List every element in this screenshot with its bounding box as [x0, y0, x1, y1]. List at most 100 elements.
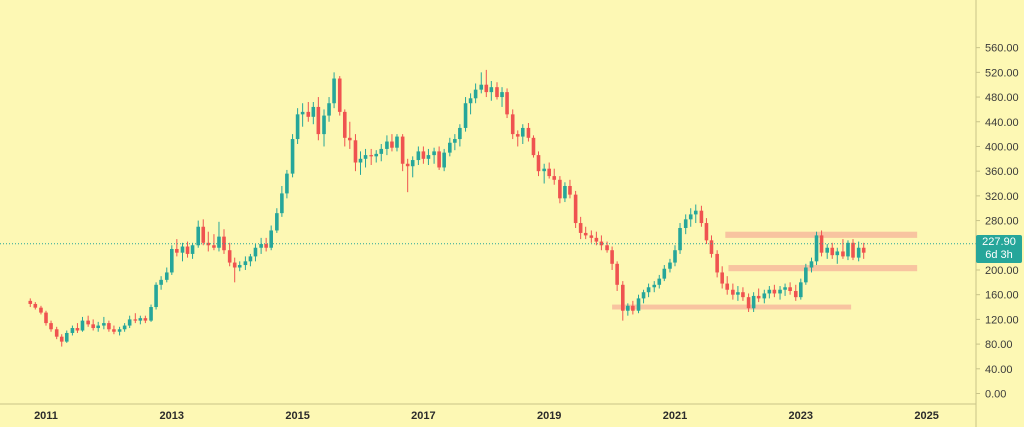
candle-body	[102, 323, 106, 326]
y-tick-label: 40.00	[985, 364, 1013, 376]
candle	[741, 287, 745, 301]
candle-body	[353, 140, 358, 163]
candle-body	[542, 168, 546, 172]
candle-body	[531, 137, 536, 156]
candle-body	[280, 193, 284, 214]
candle-body	[583, 232, 588, 236]
candle-body	[563, 185, 567, 199]
candle-body	[337, 78, 342, 112]
candle	[201, 219, 206, 246]
candle-body	[86, 320, 90, 325]
candle	[102, 316, 106, 330]
candle	[547, 162, 551, 179]
candle	[133, 313, 138, 324]
candle	[542, 163, 546, 184]
candle	[505, 88, 509, 119]
candle	[830, 242, 835, 259]
candle	[353, 134, 358, 172]
candle	[295, 108, 300, 144]
candle-body	[170, 248, 174, 273]
candle-body	[164, 272, 169, 280]
candle-body	[154, 284, 158, 308]
candle	[693, 204, 698, 224]
candle	[75, 323, 80, 333]
candle-body	[143, 318, 148, 321]
candle	[306, 101, 311, 122]
candle-body	[175, 248, 179, 253]
candle-body	[117, 329, 122, 332]
candle	[70, 325, 75, 336]
candle-body	[107, 323, 111, 330]
candle-body	[484, 84, 489, 93]
candle	[33, 302, 38, 310]
candle-body	[605, 245, 609, 251]
candle-body	[395, 136, 399, 148]
candle-body	[856, 247, 861, 258]
candle	[563, 182, 567, 203]
candle	[138, 315, 143, 325]
candle	[416, 146, 421, 165]
candle	[311, 101, 316, 125]
candle	[626, 303, 630, 316]
candle-body	[390, 141, 394, 148]
candle	[54, 326, 59, 340]
candle-body	[610, 250, 614, 264]
candle-body	[505, 92, 509, 115]
candle-body	[332, 78, 336, 104]
candle-body	[300, 111, 305, 115]
candle	[227, 242, 232, 267]
candle	[652, 281, 657, 293]
y-tick-label: 80.00	[985, 339, 1013, 351]
candle-body	[432, 151, 436, 156]
candle	[515, 130, 520, 147]
candle	[91, 319, 95, 331]
candle	[594, 231, 599, 246]
candle	[756, 288, 761, 303]
candle	[39, 305, 43, 315]
candle-body	[264, 244, 268, 248]
candle	[316, 97, 321, 141]
candle-body	[720, 272, 724, 284]
candle	[589, 230, 594, 243]
candle	[861, 242, 866, 259]
candle	[825, 244, 830, 259]
candle	[799, 278, 803, 300]
candle	[510, 109, 515, 140]
candle-body	[725, 283, 730, 290]
y-tick-label: 400.00	[985, 141, 1019, 153]
candle-body	[819, 235, 824, 253]
candle	[107, 320, 111, 332]
support-resistance-zone	[728, 265, 918, 272]
y-tick-label: 280.00	[985, 216, 1019, 228]
candle	[856, 241, 861, 262]
candle-body	[657, 278, 662, 285]
candle-body	[138, 318, 143, 321]
candle-body	[127, 319, 132, 326]
candle	[117, 326, 122, 336]
candle-body	[693, 210, 698, 215]
candle-body	[39, 307, 43, 313]
countdown-label: 6d 3h	[985, 249, 1013, 261]
candle-body	[421, 151, 426, 159]
candle	[731, 283, 735, 300]
candle-body	[741, 292, 745, 298]
candle-body	[222, 236, 226, 251]
candle-body	[620, 284, 625, 311]
candle-body	[80, 320, 85, 331]
candle	[64, 330, 69, 343]
candle	[374, 150, 379, 163]
candle	[170, 245, 174, 275]
candle-body	[327, 103, 331, 116]
candle	[143, 315, 148, 324]
y-tick-label: 440.00	[985, 117, 1019, 129]
candle	[327, 97, 331, 122]
candle-body	[788, 287, 792, 291]
candle	[473, 83, 478, 104]
candle-body	[846, 242, 850, 257]
y-tick-label: 200.00	[985, 265, 1019, 277]
candle-body	[778, 289, 782, 294]
candle	[410, 156, 415, 178]
candle	[122, 323, 127, 332]
candle	[44, 310, 48, 326]
candle	[673, 245, 677, 267]
